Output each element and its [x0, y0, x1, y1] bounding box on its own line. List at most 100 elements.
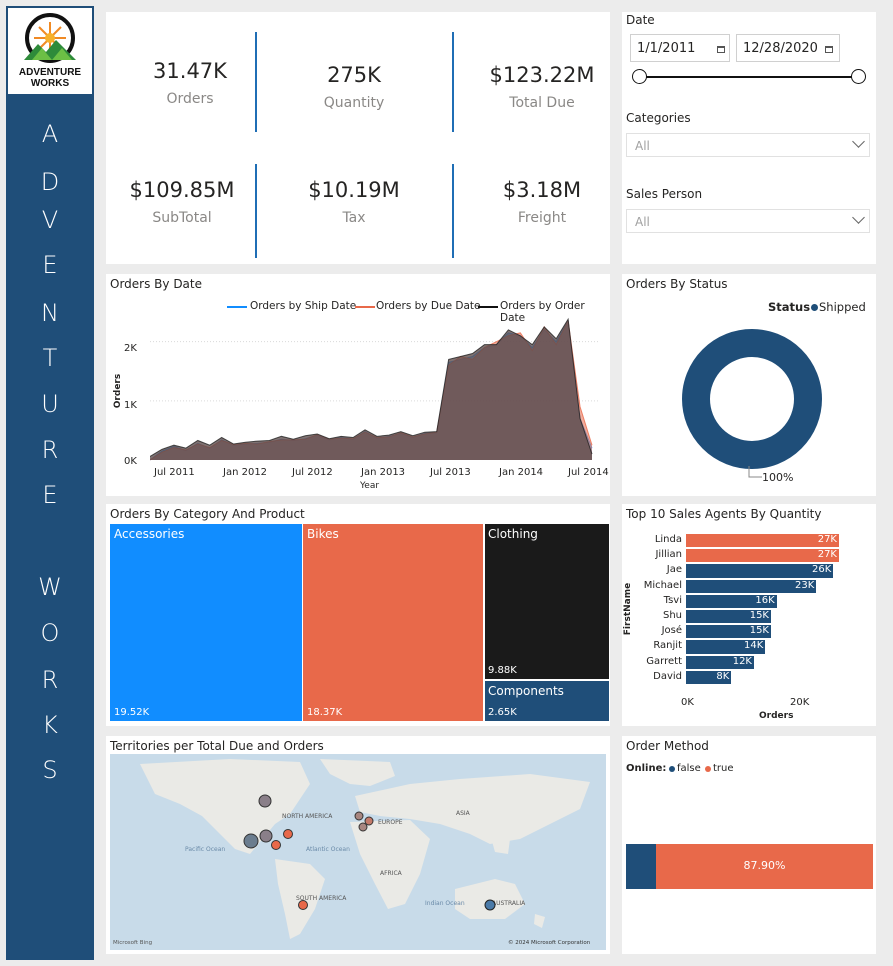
orders-by-date-panel: Orders By Date Orders by Ship Date Order…: [106, 274, 610, 496]
legend-dot-true: [705, 766, 711, 772]
agent-bar[interactable]: [686, 610, 771, 624]
agent-bar[interactable]: [686, 579, 817, 593]
orders-by-status-panel: Orders By Status Status Shipped 100%: [622, 274, 876, 496]
x-tick-label: Jul 2014: [568, 467, 609, 478]
map-bubble[interactable]: [354, 811, 364, 821]
map-bubble[interactable]: [484, 899, 496, 911]
agent-bar-value: 27K: [817, 534, 837, 545]
map-label: EUROPE: [378, 819, 403, 826]
series-area-order-date[interactable]: [150, 319, 592, 460]
salesperson-dropdown-value: All: [635, 215, 650, 229]
logo-mountain-icon: [24, 13, 76, 63]
agents-bar-chart[interactable]: Linda 27K Jillian 27K Jae 26K Michael 23K Tsvi 16…: [622, 533, 876, 689]
map-bubble[interactable]: [283, 829, 293, 839]
sidebar-letter: T: [42, 344, 58, 372]
treemap-tile-value: 19.52K: [114, 707, 150, 718]
map-bubble[interactable]: [259, 829, 273, 843]
order-method-bar[interactable]: 87.90%: [626, 844, 873, 889]
categories-dropdown[interactable]: All: [626, 133, 870, 157]
legend-ship-date[interactable]: Orders by Ship Date: [250, 300, 357, 312]
orders-by-date-plot[interactable]: [150, 314, 598, 464]
agent-bar[interactable]: [686, 640, 766, 654]
agent-bar[interactable]: [686, 534, 839, 548]
date-start-input[interactable]: 1/1/2011: [630, 34, 730, 62]
treemap-tile-label: Components: [488, 684, 564, 698]
status-legend-title: Status: [768, 300, 811, 314]
territories-title: Territories per Total Due and Orders: [110, 739, 324, 753]
legend-false[interactable]: false: [677, 763, 701, 774]
sidebar-letter: R: [41, 436, 59, 464]
agent-bar[interactable]: [686, 564, 834, 578]
map-bubble[interactable]: [243, 833, 259, 849]
map-bubble[interactable]: [298, 900, 308, 910]
kpi-subtotal-label: SubTotal: [152, 210, 212, 226]
kpi-panel: 31.47K Orders 275K Quantity $123.22M Tot…: [106, 12, 610, 264]
sidebar-letter: O: [40, 619, 60, 647]
series-line-order-date[interactable]: [150, 317, 593, 457]
legend-swatch-due: [355, 306, 375, 308]
sidebar-letter: U: [41, 390, 59, 418]
agent-bar-value: 15K: [749, 625, 769, 637]
date-range-start-handle[interactable]: [632, 69, 647, 84]
agent-bar[interactable]: [686, 670, 732, 684]
donut-slice-shipped[interactable]: [682, 329, 822, 469]
agent-bar[interactable]: [686, 625, 771, 639]
treemap-tile-components[interactable]: Components 2.65K: [485, 681, 609, 721]
treemap-tile-label: Bikes: [307, 527, 339, 541]
calendar-icon[interactable]: [825, 46, 833, 53]
order-method-segment-false[interactable]: [626, 844, 656, 889]
map-bubble[interactable]: [258, 794, 272, 808]
treemap-tile-clothing[interactable]: Clothing 9.88K: [485, 524, 609, 679]
agent-name-label: Linda: [654, 534, 682, 545]
agent-bar[interactable]: [686, 655, 754, 669]
map-bubble[interactable]: [271, 840, 281, 850]
map-copyright: © 2024 Microsoft Corporation: [508, 939, 591, 946]
map-label: SOUTH AMERICA: [296, 895, 347, 902]
status-legend-shipped[interactable]: Shipped: [819, 300, 866, 314]
agent-bar[interactable]: [686, 549, 839, 563]
date-range-end-handle[interactable]: [851, 69, 866, 84]
map-bubble[interactable]: [358, 822, 368, 832]
categories-slicer-label: Categories: [626, 111, 691, 125]
date-end-input[interactable]: 12/28/2020: [736, 34, 840, 62]
map-bubble[interactable]: [364, 816, 374, 826]
x-tick-label: Jul 2011: [154, 467, 195, 478]
legend-due-date[interactable]: Orders by Due Date: [376, 300, 481, 312]
sidebar-letter: K: [42, 711, 58, 739]
logo-text-line1: ADVENTURE: [18, 67, 82, 78]
order-method-segment-true[interactable]: [655, 844, 873, 889]
y-tick-label: 2K: [124, 343, 137, 354]
adventure-works-logo: ADVENTURE WORKS: [8, 8, 92, 94]
legend-true[interactable]: true: [713, 763, 734, 774]
territories-panel: Territories per Total Due and Orders NOR…: [106, 736, 610, 954]
agent-bar-value: 14K: [744, 640, 764, 652]
y-tick-label: 1K: [124, 400, 137, 411]
treemap-tile-bikes[interactable]: Bikes 18.37K: [303, 524, 483, 721]
sidebar-letter: D: [40, 168, 60, 196]
sidebar-letter: A: [41, 120, 59, 148]
x-tick-label: 20K: [790, 697, 810, 708]
legend-order-date[interactable]: Orders by Order Date: [500, 300, 585, 324]
map-label: Pacific Ocean: [185, 846, 225, 853]
map-label: Atlantic Ocean: [306, 846, 350, 853]
agent-name-label: Michael: [643, 579, 682, 591]
kpi-totaldue-value: $123.22M: [489, 63, 595, 87]
agent-name-label: Jae: [666, 564, 682, 576]
slicer-panel: Date 1/1/2011 12/28/2020 Categories All …: [622, 12, 876, 264]
x-tick-label: Jan 2013: [361, 467, 406, 478]
salesperson-dropdown[interactable]: All: [626, 209, 870, 233]
agent-bar[interactable]: [686, 594, 777, 608]
territories-map[interactable]: NORTH AMERICA EUROPE ASIA Pacific Ocean …: [110, 754, 606, 950]
kpi-totaldue-label: Total Due: [509, 95, 575, 111]
treemap-tile-value: 2.65K: [488, 707, 517, 718]
kpi-divider: [452, 164, 454, 258]
legend-swatch-order: [478, 306, 498, 308]
chevron-down-icon: [852, 211, 865, 224]
date-range-slider-track[interactable]: [636, 76, 862, 78]
agents-panel: Top 10 Sales Agents By Quantity FirstNam…: [622, 504, 876, 726]
treemap-tile-accessories[interactable]: Accessories 19.52K: [110, 524, 302, 721]
calendar-icon[interactable]: [717, 46, 725, 53]
status-donut-chart[interactable]: [682, 329, 822, 469]
legend-dot-shipped: [811, 304, 818, 311]
x-tick-label: Jul 2012: [292, 467, 333, 478]
